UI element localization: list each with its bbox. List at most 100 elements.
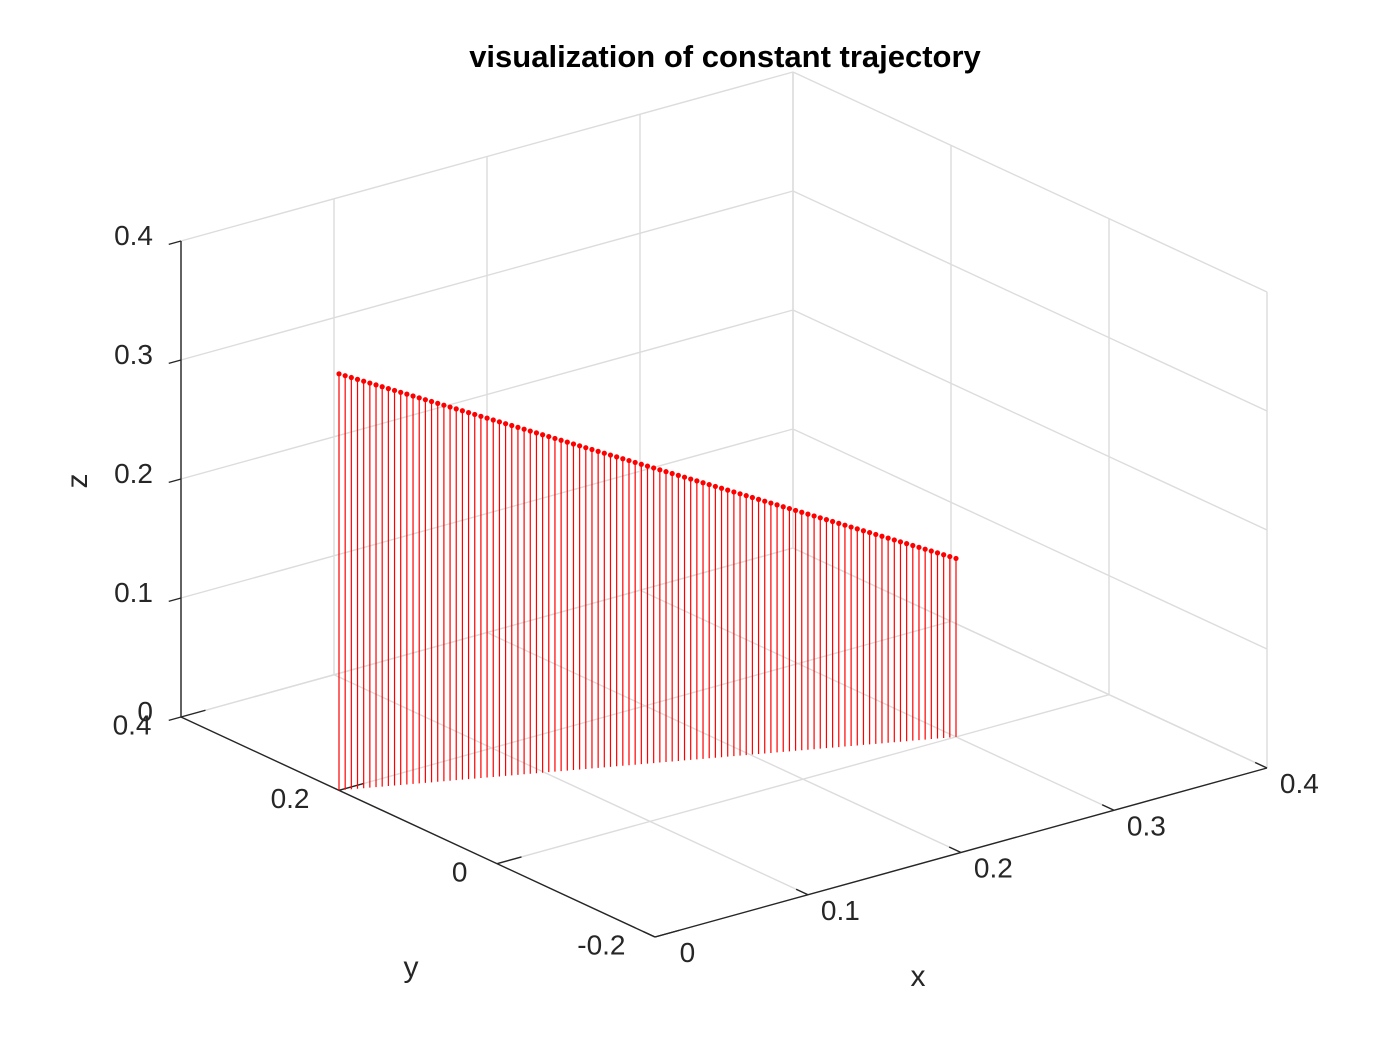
stem-marker (435, 400, 441, 406)
chart-title: visualization of constant trajectory (469, 39, 981, 74)
stem-marker (774, 502, 780, 508)
stem-marker (570, 441, 577, 447)
stem-marker (472, 411, 478, 418)
stem-marker (515, 424, 521, 430)
stem-marker (823, 517, 830, 523)
grid-line (486, 631, 962, 854)
stem-marker (681, 474, 688, 480)
stem-marker (620, 456, 626, 462)
stem-marker (626, 457, 632, 464)
stem-marker (595, 448, 601, 454)
stem-marker (558, 437, 564, 443)
stem-marker (749, 494, 755, 501)
stem-marker (891, 537, 897, 543)
stem-marker (830, 518, 836, 525)
z-tick-label: 0.1 (114, 577, 153, 608)
axes (168, 240, 1268, 938)
grid-line (180, 71, 794, 242)
stem-marker (348, 374, 354, 381)
stem-marker (885, 535, 891, 541)
stem-marker (644, 463, 651, 469)
stem-marker (786, 505, 793, 512)
stem-marker (904, 541, 910, 547)
x-axis-label: x (911, 960, 926, 993)
stem-marker (694, 478, 700, 484)
grid-line (792, 190, 1268, 412)
stem-marker (583, 445, 589, 451)
grid-line (496, 693, 1110, 865)
stem-marker (941, 552, 947, 558)
stem-marker (768, 500, 774, 506)
stem-marker (916, 544, 922, 550)
y-axis-label: y (404, 951, 419, 984)
y-tick-mark (654, 929, 680, 938)
x-tick-label: 0.3 (1127, 811, 1166, 842)
stem-marker (651, 465, 657, 471)
grid-line (338, 620, 952, 792)
stem-marker (712, 483, 718, 490)
y-tick-mark (180, 709, 206, 718)
stem-marker (354, 376, 361, 382)
y-axis-line (180, 716, 656, 938)
stem-marker (459, 408, 465, 414)
stem-marker (737, 491, 743, 497)
stem-marker (860, 528, 867, 534)
x-tick-mark (795, 888, 809, 896)
stem-marker (762, 498, 768, 504)
x-tick-label: 0.4 (1280, 768, 1319, 799)
stem-marker (873, 531, 879, 538)
stem-marker (792, 507, 799, 514)
stem-marker (755, 496, 762, 502)
stem-marker (657, 467, 663, 473)
stem-marker (527, 428, 533, 434)
stem-marker (638, 461, 644, 467)
stem-marker (663, 469, 669, 475)
x-tick-label: 0.1 (821, 895, 860, 926)
grid-line (792, 309, 1268, 531)
stem-marker (391, 387, 398, 394)
stem-marker (564, 439, 570, 445)
stem-marker (811, 513, 817, 519)
z-tick-mark (168, 597, 182, 603)
stem-marker (490, 417, 496, 423)
x-tick-mark (948, 846, 962, 854)
y-tick-label: 0 (452, 856, 468, 887)
grid-line (792, 547, 1268, 769)
stem-marker (441, 402, 447, 408)
z-tick-mark (168, 716, 182, 722)
y-tick-label: 0.2 (271, 783, 310, 814)
stem-marker (540, 432, 546, 438)
stem-marker (879, 533, 885, 539)
stem-marker (342, 373, 348, 379)
stem-marker (502, 421, 509, 427)
stem-marker (404, 391, 410, 397)
stem-marker (953, 555, 959, 562)
grid-line (333, 674, 809, 896)
stem-marker (496, 419, 503, 425)
y-tick-mark (496, 856, 522, 865)
stem-marker (614, 454, 620, 460)
stem-marker (897, 539, 904, 545)
tick-labels: 00.10.20.30.4-0.200.20.400.10.20.30.4 (113, 220, 1319, 968)
x-tick-mark (1101, 804, 1115, 811)
stem-marker (854, 526, 860, 532)
stem-marker (842, 522, 848, 528)
stem-marker (607, 452, 614, 458)
stem-marker (867, 529, 873, 536)
stem-marker (848, 524, 854, 530)
stem-marker (379, 384, 385, 390)
stem-marker (373, 382, 379, 388)
z-tick-mark (168, 359, 182, 365)
stem-marker (675, 472, 681, 478)
stem-marker (361, 378, 367, 384)
grid-line (639, 589, 1115, 811)
z-tick-label: 0 (137, 696, 153, 727)
stem-marker (947, 553, 953, 560)
stem-marker (484, 415, 490, 421)
stem-marker (478, 413, 484, 419)
stem-marker (453, 406, 459, 412)
z-tick-label: 0.2 (114, 458, 153, 489)
grid-lines (180, 71, 1268, 938)
x-tick-label: 0 (680, 937, 696, 968)
